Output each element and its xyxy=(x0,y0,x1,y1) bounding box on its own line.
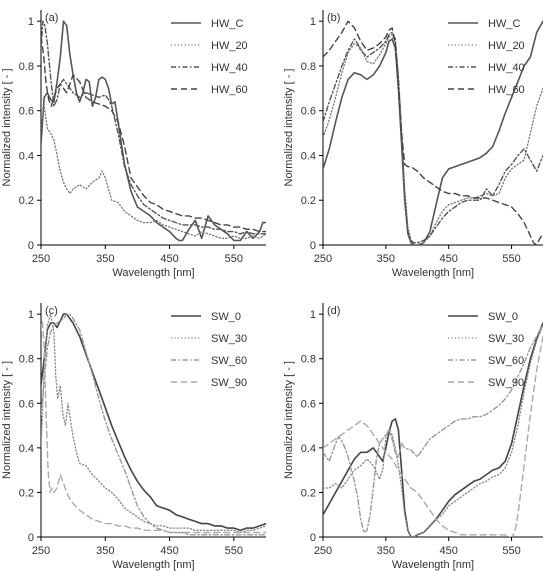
x-axis-title: Wavelength [nm] xyxy=(392,267,474,279)
x-tick-label: 350 xyxy=(96,545,114,557)
series-line-hw-20 xyxy=(41,105,266,239)
series-line-hw-c xyxy=(41,20,266,242)
series-line-sw-30 xyxy=(323,324,543,537)
legend: HW_C HW_20 HW_40 HW_60 xyxy=(448,18,525,96)
y-tick-label: 0 xyxy=(28,240,34,252)
chart-panel: 0 0.2 0.4 0.6 0.8 1 250 350 450 550 Wavelength [nm… xyxy=(283,10,543,279)
x-tick-label: 550 xyxy=(502,545,520,557)
y-axis-title: Normalized intensity [ - ] xyxy=(283,361,295,479)
x-axis-title: Wavelength [nm] xyxy=(392,559,474,571)
y-axis-title: Normalized intensity [ - ] xyxy=(1,69,13,187)
series-line-sw-60 xyxy=(323,324,543,534)
y-tick-label: 1 xyxy=(28,309,34,321)
y-tick-label: 0 xyxy=(28,532,34,544)
y-tick-label: 0 xyxy=(310,240,316,252)
y-tick-label: 0.8 xyxy=(301,61,316,73)
y-tick-label: 0.6 xyxy=(301,106,316,118)
legend-label: HW_40 xyxy=(488,62,525,74)
y-tick-label: 0.4 xyxy=(19,150,34,162)
panel-label: (b) xyxy=(327,12,340,24)
legend-label: HW_C xyxy=(211,18,243,30)
y-axis-title: Normalized intensity [ - ] xyxy=(1,361,13,479)
series-group xyxy=(323,20,543,245)
y-tick-label: 0.4 xyxy=(301,150,316,162)
legend-label: HW_60 xyxy=(488,84,525,96)
x-tick-label: 250 xyxy=(32,545,50,557)
legend-label: SW_30 xyxy=(211,333,247,345)
panel-label: (a) xyxy=(45,12,58,24)
x-tick-label: 250 xyxy=(32,253,50,265)
chart-panel: 0 0.2 0.4 0.6 0.8 1 250 350 450 550 Wavelength [nm… xyxy=(283,303,543,571)
y-tick-label: 0.2 xyxy=(301,487,316,499)
y-axis-title: Normalized intensity [ - ] xyxy=(283,69,295,187)
legend-label: HW_20 xyxy=(211,40,248,52)
y-tick-label: 0.6 xyxy=(301,398,316,410)
panel-label: (c) xyxy=(45,305,58,317)
series-line-sw-0 xyxy=(41,313,266,532)
x-axis-title: Wavelength [nm] xyxy=(112,267,194,279)
series-line-hw-c xyxy=(323,20,543,245)
series-line-hw-20 xyxy=(323,33,543,245)
series-line-sw-90 xyxy=(41,320,266,534)
x-tick-label: 250 xyxy=(314,253,332,265)
legend-label: SW_0 xyxy=(211,311,241,323)
panel-label: (d) xyxy=(327,305,340,317)
legend-label: HW_20 xyxy=(488,40,525,52)
y-tick-label: 0.6 xyxy=(19,106,34,118)
y-tick-label: 0.2 xyxy=(19,195,34,207)
legend-label: SW_90 xyxy=(488,377,524,389)
series-line-hw-40 xyxy=(41,20,266,235)
chart-panel: 0 0.2 0.4 0.6 0.8 1 250 350 450 550 Wavelength [nm… xyxy=(1,303,266,571)
x-tick-label: 550 xyxy=(225,545,243,557)
series-line-hw-40 xyxy=(323,31,543,244)
y-tick-label: 0.8 xyxy=(19,61,34,73)
series-line-hw-60 xyxy=(41,36,266,233)
y-tick-label: 1 xyxy=(310,16,316,28)
x-tick-label: 350 xyxy=(96,253,114,265)
legend-label: HW_C xyxy=(488,18,520,30)
legend: SW_0 SW_30 SW_60 SW_90 xyxy=(448,311,524,389)
legend-label: HW_60 xyxy=(211,84,248,96)
series-line-hw-60 xyxy=(323,20,543,245)
chart-panel: 0 0.2 0.4 0.6 0.8 1 250 350 450 550 Wavelength [nm… xyxy=(1,10,266,279)
x-tick-label: 550 xyxy=(502,253,520,265)
x-tick-label: 250 xyxy=(314,545,332,557)
y-tick-label: 0 xyxy=(310,532,316,544)
legend-label: SW_30 xyxy=(488,333,524,345)
series-group xyxy=(323,322,543,537)
legend-label: SW_0 xyxy=(488,311,518,323)
y-tick-label: 0.6 xyxy=(19,398,34,410)
x-tick-label: 450 xyxy=(440,253,458,265)
y-tick-label: 1 xyxy=(28,16,34,28)
series-group xyxy=(41,313,266,536)
y-tick-label: 0.8 xyxy=(19,354,34,366)
y-tick-label: 0.2 xyxy=(19,487,34,499)
series-group xyxy=(41,20,266,242)
legend: HW_C HW_20 HW_40 HW_60 xyxy=(171,18,248,96)
legend-label: SW_60 xyxy=(211,355,247,367)
legend-label: HW_40 xyxy=(211,62,248,74)
x-tick-label: 450 xyxy=(160,253,178,265)
x-tick-label: 450 xyxy=(440,545,458,557)
series-line-sw-90 xyxy=(323,335,543,537)
y-tick-label: 0.4 xyxy=(301,443,316,455)
y-tick-label: 0.8 xyxy=(301,354,316,366)
x-tick-label: 450 xyxy=(160,545,178,557)
x-axis-title: Wavelength [nm] xyxy=(112,559,194,571)
legend-label: SW_90 xyxy=(211,377,247,389)
y-tick-label: 1 xyxy=(310,309,316,321)
series-line-sw-60 xyxy=(41,313,266,536)
legend: SW_0 SW_30 SW_60 SW_90 xyxy=(171,311,247,389)
series-line-sw-30 xyxy=(41,313,266,534)
x-tick-label: 550 xyxy=(225,253,243,265)
x-tick-label: 350 xyxy=(377,253,395,265)
x-tick-label: 350 xyxy=(377,545,395,557)
y-tick-label: 0.2 xyxy=(301,195,316,207)
y-tick-label: 0.4 xyxy=(19,443,34,455)
legend-label: SW_60 xyxy=(488,355,524,367)
